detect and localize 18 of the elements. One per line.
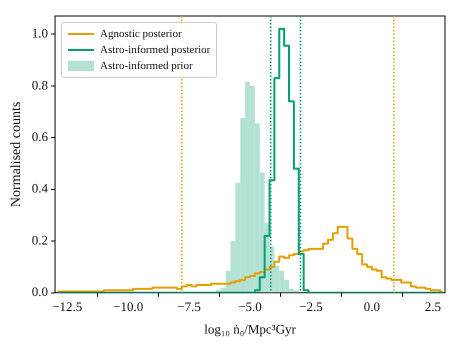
x-tick-label: 0.0 xyxy=(364,299,380,314)
x-tick-label: −10.0 xyxy=(113,299,144,314)
x-tick-label: −7.5 xyxy=(177,299,201,314)
x-tick-label: −5.0 xyxy=(238,299,262,314)
legend-label: Astro-informed prior xyxy=(100,60,193,72)
y-tick-label: 0.0 xyxy=(32,284,48,300)
y-tick-label: 0.8 xyxy=(32,77,48,92)
y-tick-label: 0.2 xyxy=(32,232,48,248)
x-axis-title: log₁₀ ṅ₀/Mpc³Gyr xyxy=(204,322,296,337)
x-tick-label: −12.5 xyxy=(52,299,82,314)
legend-label: Astro-informed posterior xyxy=(100,44,210,56)
y-tick-label: 0.6 xyxy=(32,129,49,144)
legend-label: Agnostic posterior xyxy=(100,28,182,40)
x-tick-label: −2.5 xyxy=(299,299,323,314)
y-tick-label: 0.4 xyxy=(32,180,49,196)
y-tick-label: 1.0 xyxy=(32,26,48,41)
y-axis-title: Normalised counts xyxy=(9,102,24,208)
x-tick-label: 2.5 xyxy=(424,299,441,314)
